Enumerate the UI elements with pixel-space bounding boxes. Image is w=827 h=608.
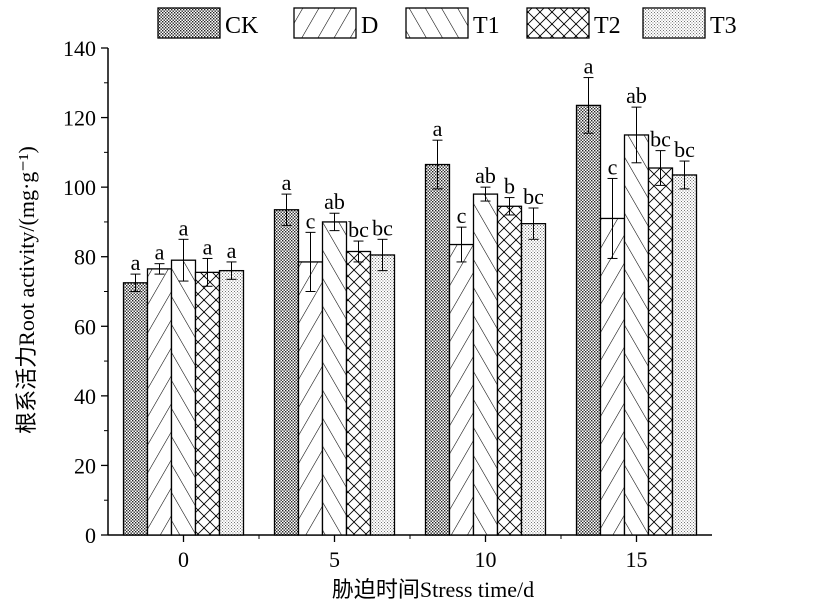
significance-letter: a [131, 250, 141, 275]
significance-letter: ab [475, 163, 496, 188]
legend-swatch-t2 [526, 7, 590, 39]
significance-letter: bc [650, 127, 671, 152]
significance-letter: a [433, 116, 443, 141]
legend-swatch-ck [157, 7, 221, 39]
x-tick-label: 0 [178, 547, 189, 572]
x-tick-label: 5 [329, 547, 340, 572]
legend-label-d: D [361, 13, 378, 39]
bar-ck-10 [424, 163, 451, 536]
legend-label-t2: T2 [594, 13, 621, 39]
bar-t1-10 [472, 193, 499, 536]
x-tick-label: 15 [626, 547, 648, 572]
legend: CK D T1 T2 T3 [157, 7, 737, 39]
significance-letter: c [306, 208, 316, 233]
bar-t3-10 [520, 223, 547, 536]
significance-letter: ab [324, 189, 345, 214]
bar-t1-15 [623, 134, 650, 536]
bar-d-5 [297, 261, 324, 536]
significance-letter: b [504, 174, 515, 199]
legend-label-t1: T1 [473, 13, 500, 39]
bar-t1-0 [170, 259, 197, 536]
bar-t1-5 [321, 221, 348, 536]
error-bars [130, 77, 690, 292]
significance-letter: c [457, 203, 467, 228]
y-tick-label: 20 [74, 453, 96, 478]
significance-letter: bc [674, 137, 695, 162]
y-tick-label: 100 [63, 175, 96, 200]
x-ticks: 0 5 10 15 [178, 535, 648, 572]
x-tick-label: 10 [475, 547, 497, 572]
y-tick-label: 140 [63, 36, 96, 61]
bar-d-0 [146, 268, 173, 536]
bar-t3-5 [369, 254, 396, 536]
legend-swatch-t3 [642, 7, 706, 39]
significance-letter: bc [523, 184, 544, 209]
bar-d-15 [599, 217, 626, 536]
significance-letter: a [203, 234, 213, 259]
legend-label-ck: CK [225, 13, 259, 39]
y-tick-label: 0 [85, 523, 96, 548]
significance-letter: a [155, 240, 165, 265]
y-ticks: 0 20 40 60 80 100 120 140 [63, 36, 108, 548]
bar-t3-0 [218, 269, 245, 536]
significance-letter: c [608, 154, 618, 179]
significance-letter: bc [348, 217, 369, 242]
legend-swatch-d [293, 7, 357, 39]
significance-letter: ab [626, 83, 647, 108]
y-tick-label: 60 [74, 314, 96, 339]
significance-letter: a [179, 215, 189, 240]
bar-ck-15 [575, 104, 602, 536]
y-axis-label: 根系活力Root activity/(mg·g⁻¹) [14, 146, 39, 434]
y-tick-label: 120 [63, 106, 96, 131]
significance-letter: a [282, 170, 292, 195]
x-axis-label: 胁迫时间Stress time/d [332, 577, 534, 602]
bars [122, 104, 698, 536]
bar-d-10 [448, 243, 475, 536]
bar-t2-15 [647, 167, 674, 536]
bar-t2-0 [194, 271, 221, 536]
bar-t2-10 [496, 205, 523, 536]
y-tick-label: 80 [74, 245, 96, 270]
significance-letter: a [584, 54, 594, 79]
significance-letter: bc [372, 215, 393, 240]
significance-letter: a [227, 238, 237, 263]
bar-t2-5 [345, 250, 372, 536]
legend-label-t3: T3 [710, 13, 737, 39]
bar-t3-15 [671, 174, 698, 536]
legend-swatch-t1 [405, 7, 469, 39]
bar-ck-5 [273, 209, 300, 536]
bar-ck-0 [122, 282, 149, 536]
y-tick-label: 40 [74, 384, 96, 409]
